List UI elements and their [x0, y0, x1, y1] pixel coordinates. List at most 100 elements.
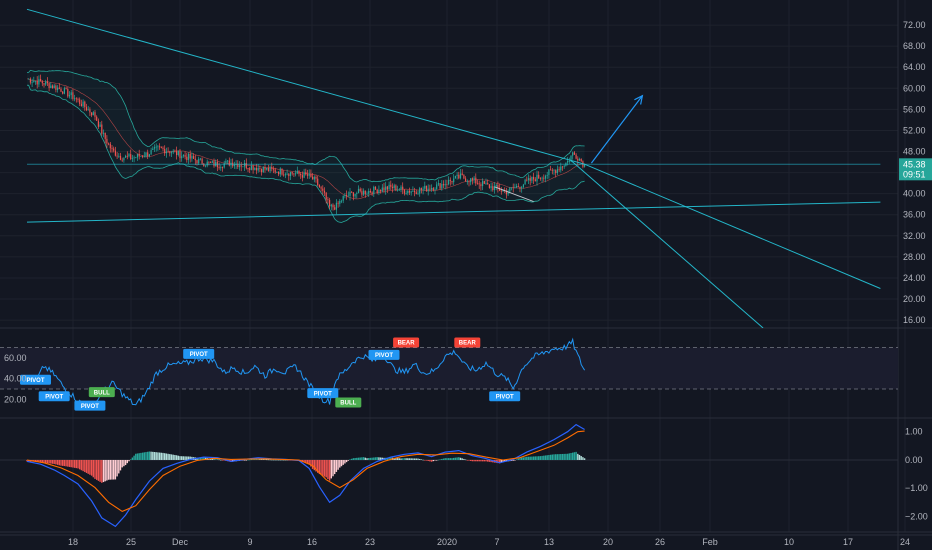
- macd-hist-bar: [264, 459, 266, 460]
- candle: [352, 192, 354, 201]
- macd-hist-bar: [203, 457, 205, 460]
- candle: [152, 146, 154, 151]
- candle-body: [577, 158, 579, 161]
- macd-hist-bar: [344, 459, 346, 464]
- macd-hist-bar: [169, 454, 171, 460]
- price-tick-label: 20.00: [903, 294, 926, 304]
- macd-hist-bar: [446, 458, 448, 460]
- macd-hist-bar: [356, 457, 358, 460]
- candle: [310, 169, 312, 178]
- candle-body: [79, 99, 81, 104]
- signal-tag-pivot: PIVOT: [38, 391, 70, 402]
- candle-body: [347, 195, 349, 197]
- macd-hist-bar: [342, 459, 344, 465]
- macd-hist-bar: [53, 459, 55, 464]
- candle: [82, 99, 84, 109]
- candle-body: [468, 181, 470, 183]
- candle: [43, 82, 45, 88]
- candle: [63, 86, 65, 95]
- candle: [575, 153, 577, 160]
- macd-hist-bar: [218, 459, 220, 461]
- macd-hist-bar: [101, 459, 103, 483]
- rsi-signal-tags: PIVOT PIVOT PIVOT BULL PIVOT PIVOT BULL PIVOT BE…: [20, 337, 521, 411]
- macd-hist-bar: [160, 452, 162, 460]
- candle: [383, 182, 385, 193]
- signal-tag-label: PIVOT: [314, 391, 332, 397]
- candle-body: [568, 160, 570, 162]
- candle-body: [123, 157, 125, 161]
- macd-hist-bar: [306, 459, 309, 464]
- candle-body: [50, 85, 52, 89]
- candle: [363, 188, 365, 197]
- candle: [84, 100, 86, 111]
- candle: [211, 160, 213, 164]
- candle-body: [308, 173, 310, 176]
- candle-body: [546, 174, 548, 176]
- candle-body: [94, 112, 96, 117]
- candle: [312, 173, 314, 180]
- signal-tag-label: BULL: [94, 390, 110, 396]
- candle-body: [220, 167, 222, 169]
- macd-hist-bar: [130, 459, 132, 460]
- macd-hist-bar: [249, 459, 251, 461]
- candle-body: [48, 83, 50, 89]
- candle: [92, 110, 94, 116]
- candle: [72, 89, 74, 101]
- candle: [79, 97, 81, 107]
- macd-hist-bar: [58, 459, 60, 466]
- candle: [77, 97, 79, 103]
- candle: [187, 152, 190, 164]
- macd-hist-bar: [148, 451, 151, 460]
- candle: [483, 180, 485, 184]
- candle-body: [415, 192, 417, 195]
- candle: [300, 172, 302, 179]
- macd-hist-bar: [459, 457, 462, 460]
- macd-hist-bar: [286, 459, 288, 461]
- candle-body: [531, 177, 533, 181]
- candle-body: [398, 189, 400, 191]
- candle: [444, 179, 446, 190]
- macd-hist-bar: [250, 459, 253, 461]
- candle-body: [99, 124, 101, 127]
- candle: [89, 107, 91, 117]
- candle-body: [380, 190, 382, 192]
- macd-hist-bar: [77, 459, 79, 469]
- candle: [70, 89, 72, 100]
- candle-body: [177, 150, 179, 156]
- macd-hist-bar: [449, 458, 451, 460]
- candle: [250, 161, 252, 171]
- candle-body: [160, 146, 162, 148]
- macd-hist-bar: [138, 453, 140, 460]
- candle: [28, 78, 30, 80]
- candle-body: [424, 185, 426, 189]
- candle: [349, 187, 351, 201]
- macd-hist-bar: [546, 455, 548, 460]
- candle: [97, 118, 99, 129]
- candle: [441, 179, 443, 191]
- macd-hist-bar: [140, 452, 142, 460]
- candle-body: [567, 161, 569, 163]
- candle-body: [221, 167, 224, 169]
- candle: [238, 161, 241, 171]
- candle: [150, 147, 152, 155]
- macd-hist-bar: [497, 459, 499, 464]
- candle-body: [383, 187, 385, 191]
- candle: [255, 163, 258, 175]
- candle-body: [334, 207, 336, 210]
- candle-body: [57, 87, 59, 90]
- macd-hist-bar: [400, 458, 402, 460]
- candle: [505, 187, 507, 199]
- candle-body: [361, 191, 363, 195]
- candle-body: [507, 191, 509, 195]
- candle: [306, 169, 309, 179]
- macd-hist-bar: [553, 454, 555, 460]
- candle-body: [182, 155, 184, 157]
- candle-body: [170, 152, 173, 154]
- candle-body: [427, 188, 429, 192]
- time-tick-label: 20: [603, 537, 613, 547]
- candle-body: [458, 174, 460, 179]
- macd-signal-line: [26, 430, 585, 513]
- candle-body: [499, 188, 501, 191]
- macd-hist-bar: [424, 459, 426, 461]
